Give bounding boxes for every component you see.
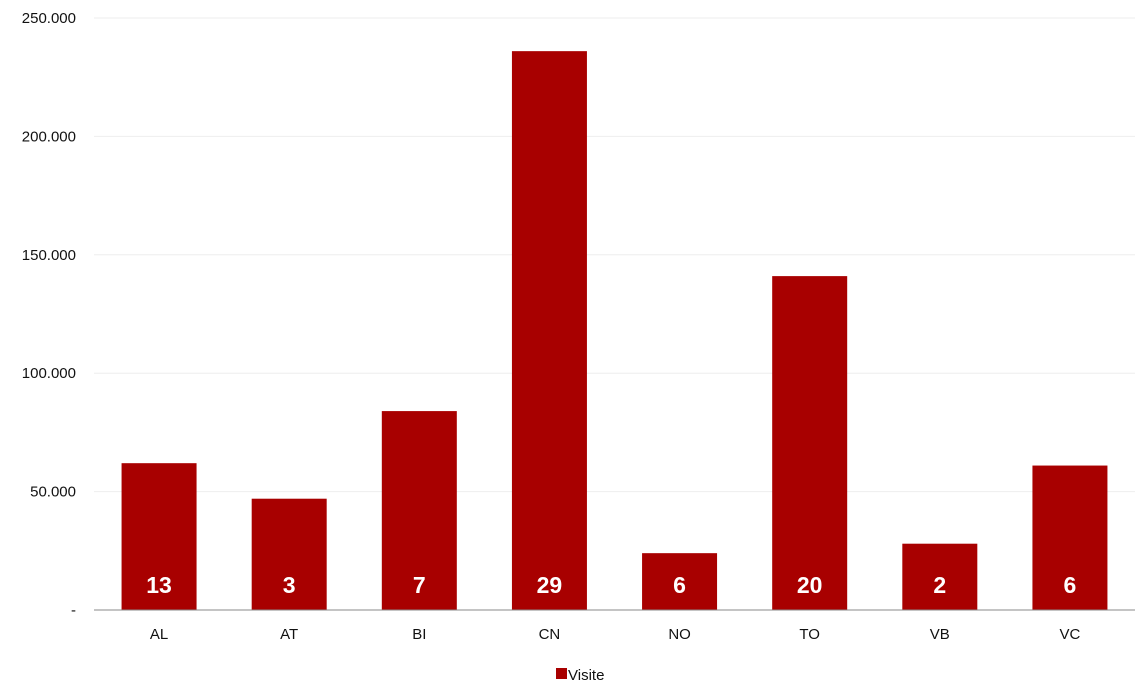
legend: Visite xyxy=(556,667,604,684)
bar-vb xyxy=(902,543,978,610)
y-tick-label: - xyxy=(71,602,76,619)
bar-al xyxy=(121,463,197,610)
bar-cn xyxy=(511,51,587,611)
x-tick-label: VB xyxy=(930,626,950,643)
x-tick-label: NO xyxy=(668,626,691,643)
x-tick-label: BI xyxy=(412,626,426,643)
bars xyxy=(121,51,1108,611)
gridlines xyxy=(94,17,1135,493)
bar-vc xyxy=(1032,465,1108,610)
y-tick-label: 150.000 xyxy=(22,247,76,264)
x-tick-label: AL xyxy=(150,626,168,643)
x-tick-label: VC xyxy=(1060,626,1081,643)
data-label: 2 xyxy=(933,572,946,598)
data-label: 29 xyxy=(537,572,563,598)
y-tick-label: 250.000 xyxy=(22,10,76,27)
data-label: 3 xyxy=(283,572,296,598)
data-label: 6 xyxy=(1064,572,1077,598)
bar-no xyxy=(642,553,718,610)
bar-at xyxy=(251,498,327,610)
y-tick-label: 100.000 xyxy=(22,365,76,382)
legend-swatch xyxy=(556,668,567,679)
x-tick-label: CN xyxy=(539,626,561,643)
y-axis-tick-labels: - 50.000 100.000 150.000 200.000 250.000 xyxy=(22,10,76,619)
data-labels: 13 3 7 29 6 20 2 6 xyxy=(146,572,1076,598)
bar-to xyxy=(772,276,848,610)
y-tick-label: 50.000 xyxy=(30,484,76,501)
bar-bi xyxy=(381,411,457,610)
x-axis-tick-labels: AL AT BI CN NO TO VB VC xyxy=(150,626,1081,643)
y-tick-label: 200.000 xyxy=(22,128,76,145)
data-label: 7 xyxy=(413,572,426,598)
x-tick-label: TO xyxy=(799,626,820,643)
data-label: 6 xyxy=(673,572,686,598)
data-label: 20 xyxy=(797,572,823,598)
data-label: 13 xyxy=(146,572,172,598)
x-tick-label: AT xyxy=(280,626,298,643)
legend-label: Visite xyxy=(568,667,604,684)
